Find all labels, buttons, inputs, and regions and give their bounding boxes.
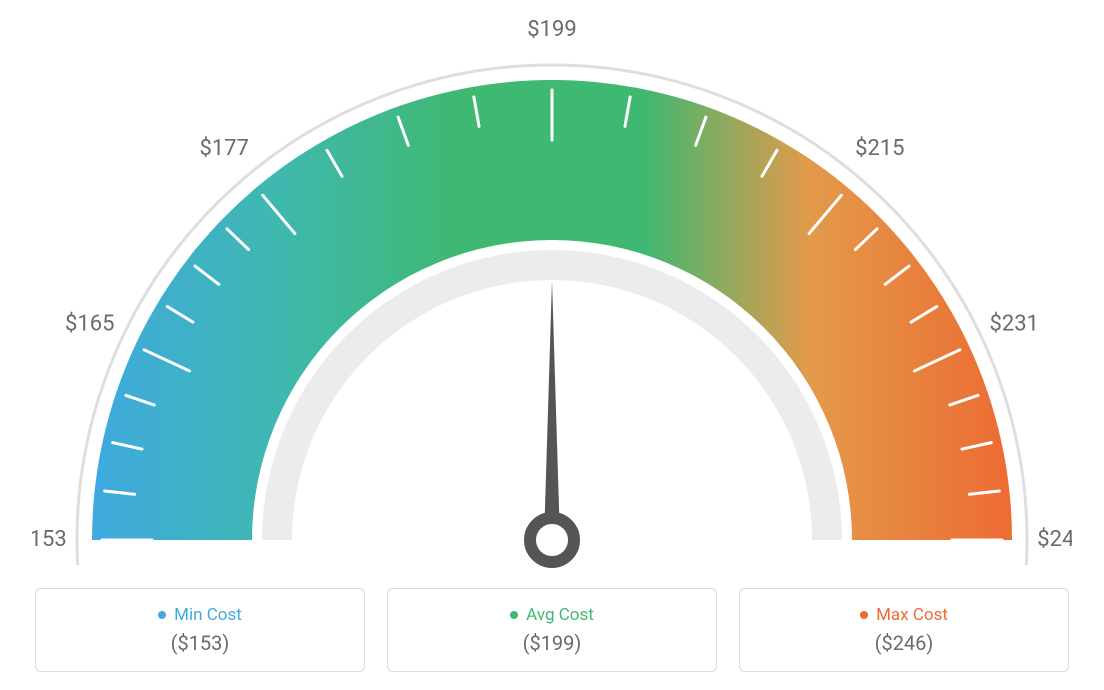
legend-dot-avg <box>510 611 518 619</box>
gauge-svg: $153 $165 $177 $199 $215 $231 $246 <box>32 20 1072 580</box>
legend-value-avg: ($199) <box>523 631 582 655</box>
svg-text:$246: $246 <box>1037 527 1072 552</box>
legend-card-max: Max Cost ($246) <box>739 588 1069 672</box>
legend-label-max: Max Cost <box>876 605 948 625</box>
svg-text:$177: $177 <box>199 136 248 161</box>
legend-value-max: ($246) <box>875 631 934 655</box>
cost-gauge: $153 $165 $177 $199 $215 $231 $246 <box>32 20 1072 580</box>
legend-dot-min <box>158 611 166 619</box>
svg-text:$215: $215 <box>855 136 904 161</box>
legend-label-avg: Avg Cost <box>526 605 594 625</box>
svg-text:$165: $165 <box>65 311 114 336</box>
svg-text:$153: $153 <box>32 527 67 552</box>
legend-card-min: Min Cost ($153) <box>35 588 365 672</box>
svg-text:$231: $231 <box>989 311 1038 336</box>
legend-card-avg: Avg Cost ($199) <box>387 588 717 672</box>
legend-row: Min Cost ($153) Avg Cost ($199) Max Cost… <box>35 588 1069 672</box>
legend-label-min: Min Cost <box>174 605 242 625</box>
svg-text:$199: $199 <box>527 20 576 42</box>
legend-dot-max <box>860 611 868 619</box>
legend-value-min: ($153) <box>171 631 230 655</box>
